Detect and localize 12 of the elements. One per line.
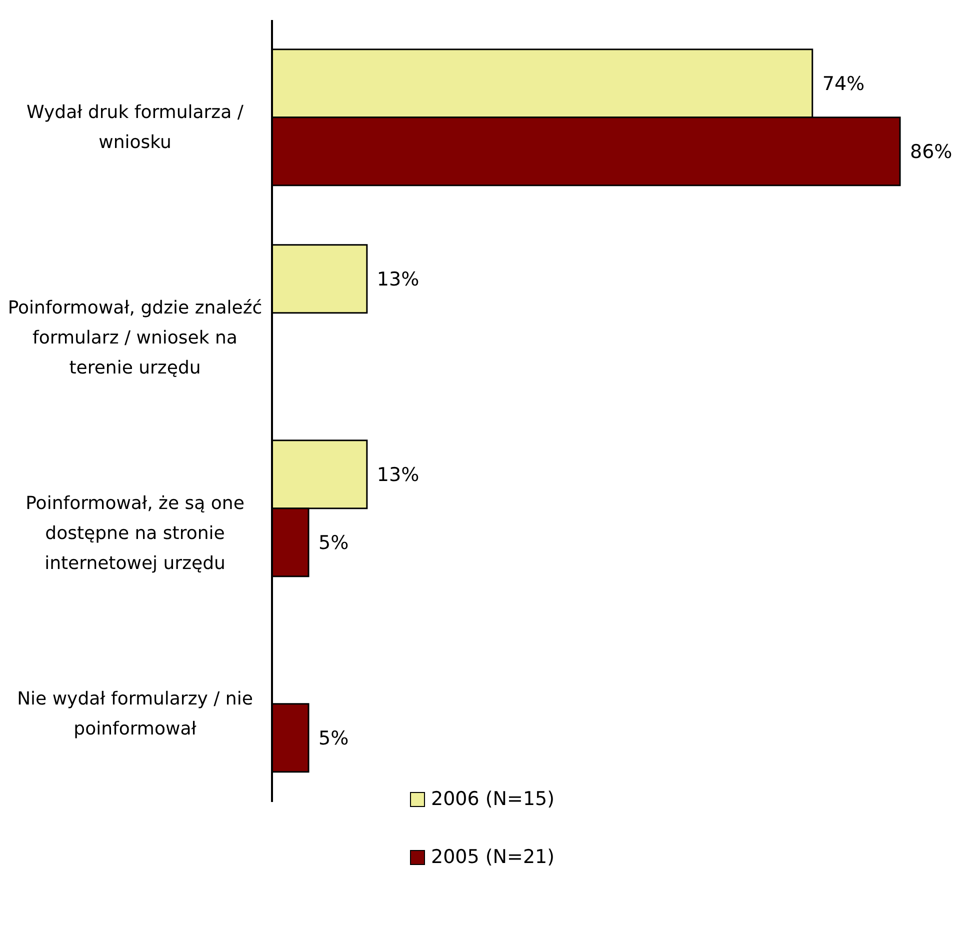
data-label: 5% <box>318 728 349 750</box>
data-label: 5% <box>318 532 349 554</box>
data-label: 13% <box>376 464 420 486</box>
y-tick-label: Poinformował, że są one dostępne na stronie internetowej urzędu <box>26 492 244 574</box>
y-tick-label: Nie wydał formularzy / nie poinformował <box>17 688 253 740</box>
data-label: 86% <box>910 141 952 164</box>
data-label: 13% <box>376 268 420 291</box>
data-label: 74% <box>822 73 865 96</box>
legend-label: 2006 (N=15) <box>431 788 555 810</box>
y-tick-label: Wydał druk formularza / wniosku <box>26 102 244 153</box>
legend-label: 2005 (N=21) <box>431 846 555 868</box>
y-tick-label: Poinformował, gdzie znaleźć formularz / wniosek na terenie urzędu <box>8 297 262 378</box>
